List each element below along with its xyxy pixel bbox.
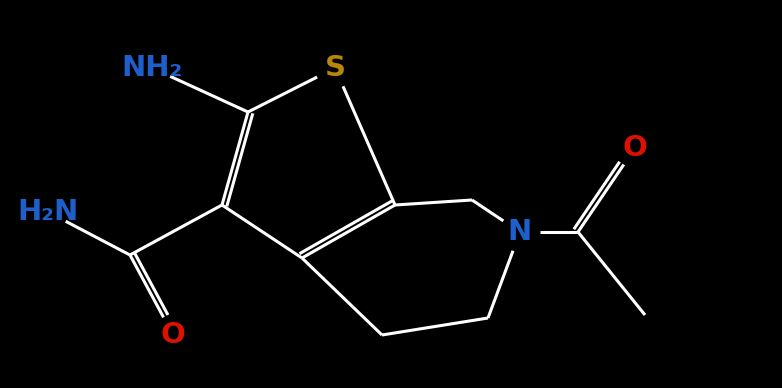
Text: H₂N: H₂N <box>17 198 79 226</box>
Text: S: S <box>325 54 346 82</box>
Text: N: N <box>508 218 532 246</box>
Text: O: O <box>622 134 647 162</box>
Text: NH₂: NH₂ <box>121 54 183 82</box>
Text: O: O <box>160 321 185 349</box>
